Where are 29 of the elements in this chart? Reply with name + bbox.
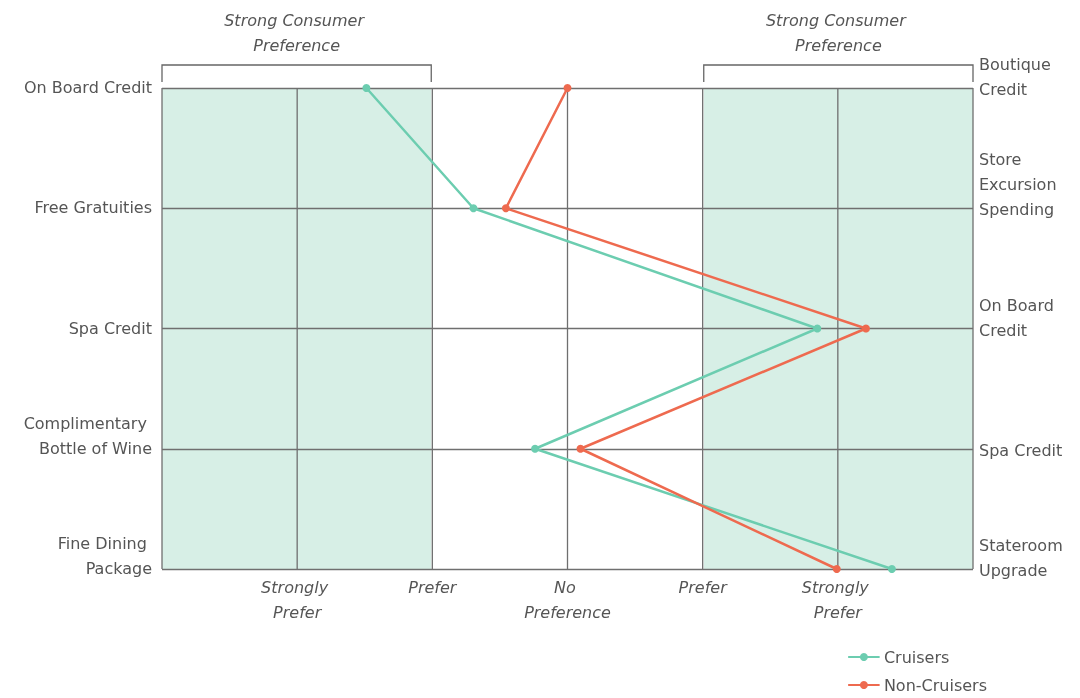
y2-tick-label: Stateroom Upgrade bbox=[979, 536, 1068, 580]
point bbox=[362, 84, 371, 92]
point bbox=[832, 565, 841, 573]
point bbox=[813, 324, 822, 333]
legend-label: Non-Cruisers bbox=[883, 675, 988, 695]
text: Prefer bbox=[678, 578, 729, 597]
y-tick-label: Fine Dining Package bbox=[57, 534, 152, 578]
text: No Preference bbox=[524, 578, 612, 622]
y2-tick-label: On Board Credit bbox=[979, 295, 1059, 340]
y-tick-label: Spa Credit bbox=[68, 318, 152, 338]
point bbox=[861, 324, 870, 333]
point bbox=[469, 204, 478, 213]
band-label: Strong Consumer Preference bbox=[224, 11, 370, 55]
text: Strongly Prefer bbox=[801, 578, 874, 622]
point bbox=[887, 565, 896, 573]
text: Strongly Prefer bbox=[261, 578, 334, 622]
point bbox=[501, 204, 510, 213]
y-tick-label: On Board Credit bbox=[23, 78, 152, 97]
y2-tick-label: Spa Credit bbox=[979, 440, 1063, 460]
y2-tick-label: Store Excursion Spending bbox=[979, 150, 1062, 220]
legend-label: Cruisers bbox=[883, 647, 950, 667]
y-tick-label: Free Gratuities bbox=[34, 198, 152, 218]
point bbox=[531, 444, 540, 453]
text: Prefer bbox=[408, 578, 458, 597]
y-tick-label: Complimentary Bottle of Wine bbox=[23, 413, 152, 458]
y2-tick-label: Boutique Credit bbox=[979, 55, 1056, 99]
point bbox=[563, 84, 572, 92]
point bbox=[576, 444, 585, 453]
band-label: Strong Consumer Preference bbox=[765, 11, 911, 55]
